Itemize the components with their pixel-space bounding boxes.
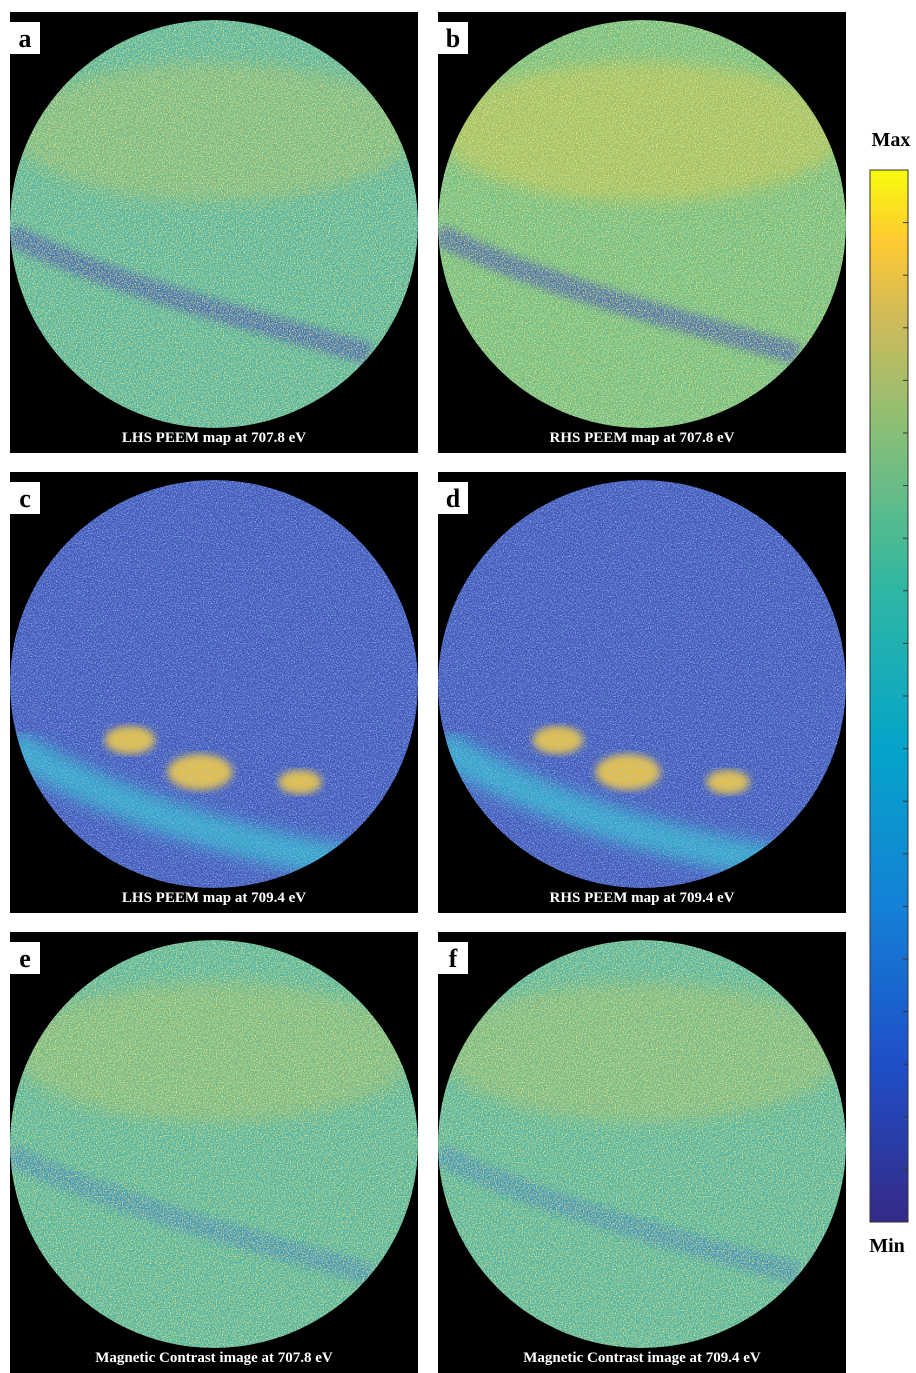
colorbar-max: Max	[872, 129, 911, 151]
colorbar-min: Min	[869, 1235, 905, 1257]
figure: Max Min a LHS PEEM map at 707.8 eV b RHS PE…	[0, 0, 916, 1373]
panel: c LHS PEEM map at 709.4 eV	[10, 472, 418, 913]
panel-label: a	[19, 24, 32, 53]
panel-caption: RHS PEEM map at 709.4 eV	[550, 890, 735, 906]
peem-image	[10, 480, 418, 888]
panel-caption: Magnetic Contrast image at 709.4 eV	[523, 1350, 761, 1366]
peem-image	[10, 20, 418, 428]
panel-label: c	[19, 484, 31, 513]
panel-caption: Magnetic Contrast image at 707.8 eV	[95, 1350, 333, 1366]
panel: e Magnetic Contrast image at 707.8 eV	[10, 932, 418, 1373]
peem-image	[438, 480, 846, 888]
panel: a LHS PEEM map at 707.8 eV	[10, 12, 418, 453]
speckle	[10, 480, 418, 888]
colorbar: Max Min	[869, 129, 910, 1257]
panel: d RHS PEEM map at 709.4 eV	[438, 472, 846, 913]
panel-caption: RHS PEEM map at 707.8 eV	[550, 430, 735, 446]
speckle	[438, 940, 846, 1348]
panel-label: f	[449, 944, 458, 973]
peem-image	[10, 940, 418, 1348]
panel-label: d	[446, 484, 461, 513]
panel-caption: LHS PEEM map at 707.8 eV	[122, 430, 306, 446]
speckle	[438, 480, 846, 888]
panel: b RHS PEEM map at 707.8 eV	[438, 12, 846, 453]
colorbar-gradient	[870, 170, 908, 1222]
speckle	[10, 20, 418, 428]
panel-label: b	[446, 24, 460, 53]
speckle	[438, 20, 846, 428]
speckle	[10, 940, 418, 1348]
panel-label: e	[19, 944, 31, 973]
panel-caption: LHS PEEM map at 709.4 eV	[122, 890, 306, 906]
panel: f Magnetic Contrast image at 709.4 eV	[438, 932, 846, 1373]
peem-image	[438, 20, 846, 428]
peem-image	[438, 940, 846, 1348]
